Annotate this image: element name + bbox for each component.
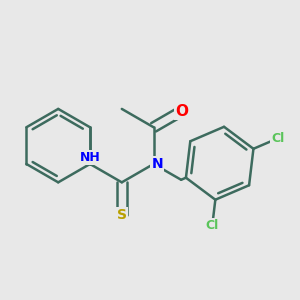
Text: Cl: Cl	[206, 220, 219, 232]
Text: O: O	[175, 103, 188, 118]
Text: S: S	[117, 208, 127, 222]
Text: N: N	[151, 157, 163, 171]
Text: Cl: Cl	[271, 132, 284, 145]
Text: NH: NH	[80, 152, 100, 164]
